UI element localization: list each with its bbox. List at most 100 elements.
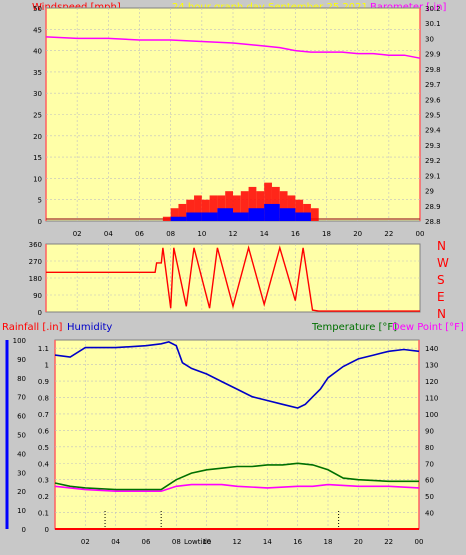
temperature-line [54,462,419,491]
wind-ytick-label: 15 [33,154,42,162]
barometer-ytick-label: 29.6 [425,96,441,104]
windspeed-bar [240,191,249,221]
humidity-ytick-label: 40 [17,450,26,458]
windspeed-bar [295,199,304,221]
barometer-ytick-label: 29.2 [425,157,441,165]
weather-xtick-label: 08 [172,538,181,546]
compass-label: E [437,290,445,304]
weather-xtick-label: 00 [415,538,424,546]
barometer-ytick-label: 29.7 [425,81,441,89]
barometer-ytick-label: 30.2 [425,5,441,13]
humidity-line [54,341,420,409]
wind-average-bar [279,208,296,221]
windspeed-bar [233,195,241,221]
wind-xtick-label: 04 [104,230,113,238]
wind-average-bar [170,216,187,221]
wind-ytick-label: 45 [33,26,42,34]
temperature-ytick-label: 130 [425,362,438,370]
weather-xtick-label: 16 [293,538,302,546]
rain-ytick-label: 0.9 [38,378,49,386]
rain-ytick-label: 0.5 [38,444,49,452]
wind-average-bar [217,208,233,221]
windspeed-bar [310,208,319,221]
temperature-ytick-label: 60 [425,477,434,485]
wind-ytick-label: 50 [33,5,42,13]
rain-ytick-label: 1 [45,362,49,370]
direction-ytick-label: 0 [38,309,42,317]
temperature-ytick-label: 90 [425,427,434,435]
wind-xtick-label: 22 [384,230,393,238]
wind-xtick-label: 00 [416,230,425,238]
compass-label: W [437,256,449,270]
temperature-ytick-label: 50 [425,493,434,501]
wind-average-bar [248,208,265,221]
dewpoint-line [54,483,420,493]
direction-ytick-label: 270 [29,258,42,266]
temperature-ytick-label: 140 [425,345,438,353]
weather-xtick-label: 04 [111,538,120,546]
windspeed-bar [170,208,179,221]
rain-ytick-label: 0.3 [38,477,49,485]
rain-ytick-label: 0.1 [38,510,49,518]
weather-xtick-label: 20 [354,538,363,546]
weather-xtick-label: 22 [384,538,393,546]
weather-xtick-label: 06 [142,538,151,546]
weather-xtick-label: 10 [202,538,211,546]
wind-average-bar [201,212,218,221]
humidity-ytick-label: 90 [17,356,26,364]
windspeed-bar [209,195,218,221]
rain-ytick-label: 1.1 [38,345,49,353]
temperature-axis-title: Temperature [°F] [311,322,397,333]
temperature-ytick-label: 100 [425,411,438,419]
wind-ytick-label: 5 [38,197,42,205]
wind-ytick-label: 10 [33,175,42,183]
temperature-ytick-label: 70 [425,460,434,468]
wind-ytick-label: 25 [33,112,42,120]
windspeed-bar [271,186,280,221]
wind-xtick-label: 08 [166,230,175,238]
humidity-ytick-label: 10 [17,507,26,515]
humidity-ytick-label: 60 [17,413,26,421]
barometer-ytick-label: 30 [425,35,434,43]
barometer-ytick-label: 29 [425,188,434,196]
compass-label: N [437,239,446,253]
wind-ytick-label: 20 [33,133,42,141]
humidity-ytick-label: 100 [13,337,26,345]
wind-ytick-label: 0 [38,218,42,226]
wind-average-bar [186,212,202,221]
barometer-line [45,36,421,59]
barometer-ytick-label: 29.4 [425,127,441,135]
direction-ytick-label: 180 [29,275,42,283]
windspeed-bar [178,203,187,221]
barometer-ytick-label: 29.8 [425,66,441,74]
wind-ytick-label: 35 [33,69,42,77]
wind-ytick-label: 40 [33,48,42,56]
rain-ytick-label: 0.4 [38,460,50,468]
lowtide-label: Lowtide [184,538,211,546]
windspeed-bar [194,195,202,221]
wind-average-bar [295,212,311,221]
wind-direction-line [46,245,420,312]
windspeed-bar [225,191,233,221]
rain-ytick-label: 0 [45,526,49,534]
temperature-ytick-label: 120 [425,378,438,386]
humidity-ytick-label: 80 [17,375,26,383]
weather-xtick-label: 12 [233,538,242,546]
direction-ytick-label: 90 [33,292,42,300]
humidity-ytick-label: 0 [22,526,26,534]
wind-average-bar [233,212,249,221]
weather-xtick-label: 02 [81,538,90,546]
wind-xtick-label: 10 [197,230,206,238]
wind-xtick-label: 16 [291,230,300,238]
wind-xtick-label: 20 [353,230,362,238]
windspeed-bar [256,191,265,221]
windspeed-bar [201,199,210,221]
barometer-ytick-label: 28.9 [425,203,441,211]
barometer-ytick-label: 29.5 [425,112,441,120]
rainfall-axis-title: Rainfall [.in] [2,322,63,333]
humidity-axis-title: Humidity [67,322,112,333]
rain-ytick-label: 0.6 [38,427,50,435]
wind-xtick-label: 14 [260,230,269,238]
windspeed-bar [248,186,257,221]
